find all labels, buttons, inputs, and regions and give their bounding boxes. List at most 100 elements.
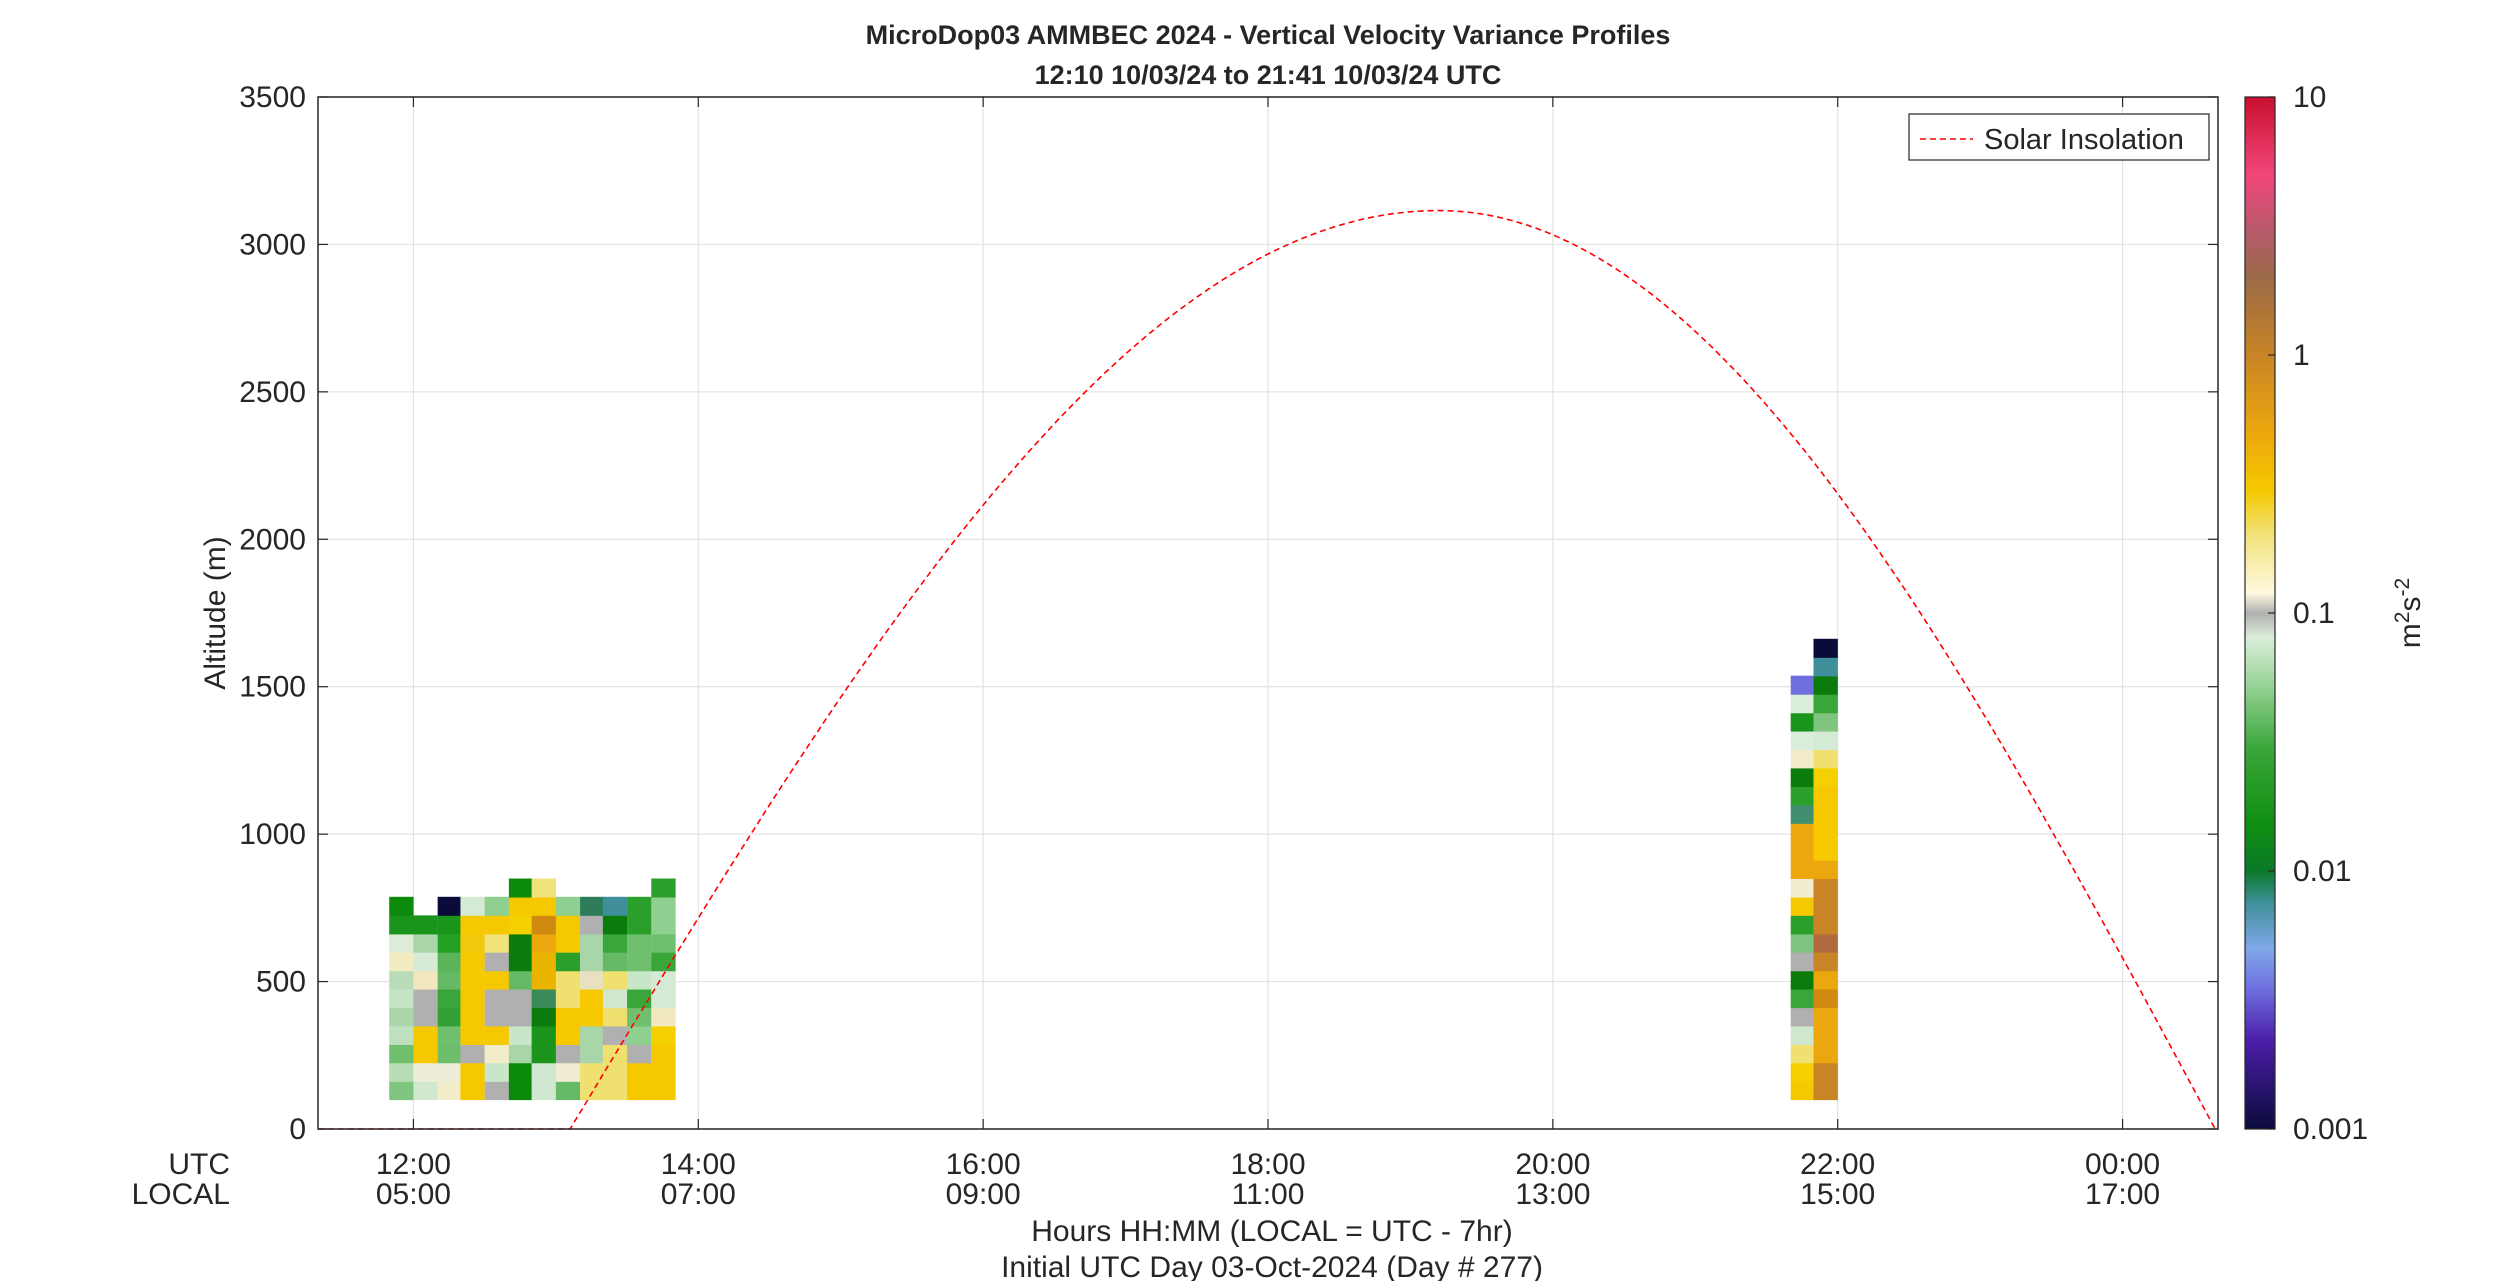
chart-title: MicroDop03 AMMBEC 2024 - Vertical Veloci… [866,20,1671,50]
variance-cell [389,970,414,990]
variance-cell [651,989,676,1009]
colorbar-tick-label: 0.01 [2293,855,2351,888]
colorbar-tick-label: 10 [2293,81,2326,114]
y-tick-label: 0 [289,1113,306,1146]
variance-cell [555,1062,581,1082]
variance-cell [484,1044,509,1064]
variance-cell [389,1007,414,1027]
chart-subtitle: 12:10 10/03/24 to 21:41 10/03/24 UTC [1035,60,1502,90]
variance-cell [531,1062,556,1082]
variance-cell [1813,859,1838,879]
variance-cell [413,1025,438,1045]
variance-cell [413,952,438,972]
variance-cell [580,1007,605,1027]
variance-cell [413,1007,438,1027]
variance-cell [413,1081,438,1101]
variance-cell [508,952,534,972]
variance-cell [651,1062,676,1082]
variance-cell [555,989,581,1009]
variance-cell [555,1044,581,1064]
x-tick-label-local: 15:00 [1800,1178,1875,1211]
variance-cell [389,915,414,935]
variance-cell [460,915,485,935]
variance-cell [484,1081,509,1101]
variance-cell [460,933,485,953]
variance-cell [627,1062,652,1082]
legend-box [1908,113,2210,161]
variance-cell [1790,675,1816,695]
variance-cell [1813,1025,1838,1045]
variance-cell [580,896,605,916]
y-tick-label: 3000 [239,228,306,261]
variance-cell [627,989,652,1009]
variance-cell [1790,989,1816,1009]
variance-cell [555,933,581,953]
variance-cell [1813,841,1838,861]
variance-cell [1790,749,1816,769]
variance-cell [580,1044,605,1064]
variance-cell [531,933,556,953]
colorbar-tick-label: 0.1 [2293,597,2335,630]
solar-insolation-curve [318,209,2216,1130]
variance-cell [1790,970,1816,990]
x-tick-label-utc: 18:00 [1230,1148,1305,1181]
variance-cells [389,638,1838,1101]
variance-cell [1813,915,1838,935]
variance-cell [413,1044,438,1064]
variance-cell [437,1007,462,1027]
variance-cell [627,1025,652,1045]
variance-cell [437,896,462,916]
colorbar-ticks: 0.001 0.01 0.1 1 10 [2268,81,2368,1146]
variance-cell [413,989,438,1009]
x-row-title-utc: UTC [168,1148,230,1181]
variance-cell [1790,878,1816,898]
variance-cell [508,915,534,935]
variance-cell [651,1044,676,1064]
variance-cell [1790,1007,1816,1027]
variance-cell [531,896,556,916]
x-tick-label-utc: 22:00 [1800,1148,1875,1181]
y-tick-label: 3500 [239,81,306,114]
x-row-title-local: LOCAL [132,1178,230,1211]
variance-cell [1813,767,1838,787]
variance-cell [602,952,628,972]
variance-cell [460,989,485,1009]
x-tick-label-utc: 14:00 [661,1148,736,1181]
x-tick-label-local: 13:00 [1515,1178,1590,1211]
y-axis-label: Altitude (m) [199,536,232,689]
variance-cell [627,896,652,916]
x-tick-label-local: 07:00 [661,1178,736,1211]
variance-cell [627,952,652,972]
variance-cell [555,970,581,990]
variance-cell [580,1025,605,1045]
variance-cell [437,989,462,1009]
colorbar-tick-label: 1 [2293,339,2310,372]
variance-cell [460,1044,485,1064]
variance-cell [413,1062,438,1082]
variance-cell [1813,823,1838,843]
variance-cell [555,1081,581,1101]
y-tick-label: 2500 [239,376,306,409]
variance-cell [555,1007,581,1027]
variance-cell [602,933,628,953]
y-tick-label: 2000 [239,523,306,556]
variance-cell [602,1007,628,1027]
variance-cell [1813,1081,1838,1101]
variance-cell [627,915,652,935]
variance-cell [1813,731,1838,751]
variance-cell [1813,1044,1838,1064]
variance-cell [1790,804,1816,824]
variance-cell [389,896,414,916]
variance-cell [651,1081,676,1101]
variance-cell [1813,749,1838,769]
variance-cell [627,1007,652,1027]
variance-cell [651,896,676,916]
variance-cell [1790,933,1816,953]
variance-cell [1790,859,1816,879]
variance-cell [555,896,581,916]
variance-cell [531,1025,556,1045]
variance-cell [555,1025,581,1045]
